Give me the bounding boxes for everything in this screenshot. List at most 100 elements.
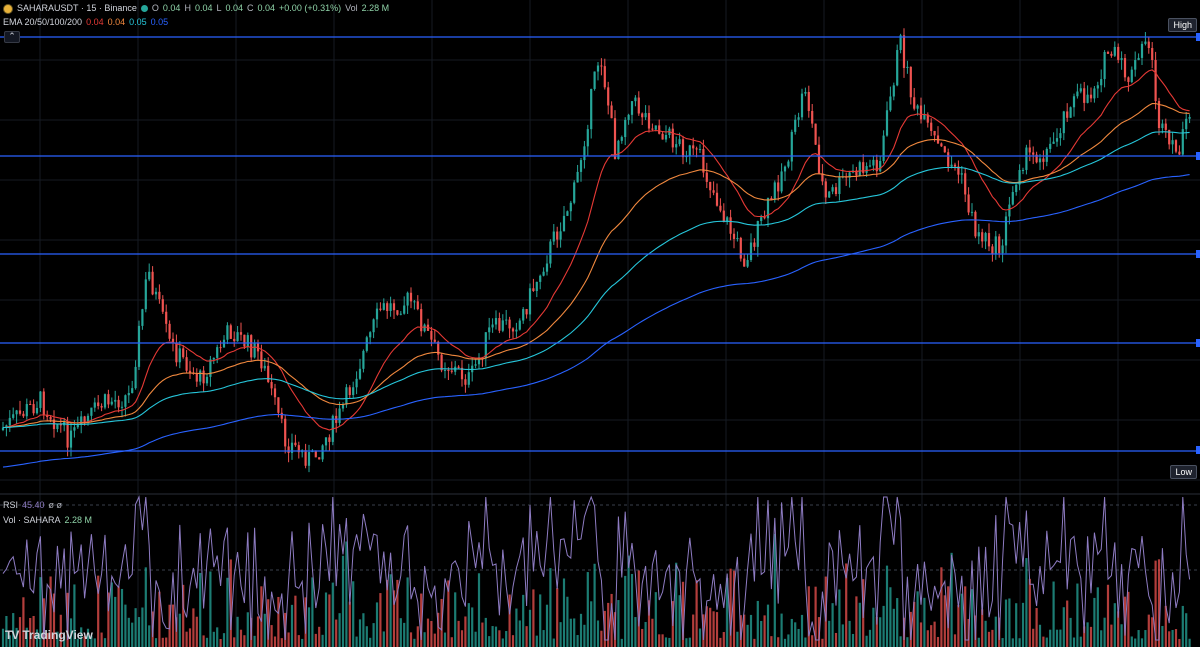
volume-bar [270,625,273,647]
candle-body [399,313,402,315]
candle-body [566,211,569,216]
volume-bar [709,607,712,647]
volume-bar [423,632,426,647]
volume-bar [889,587,892,647]
volume-bar [25,627,28,647]
candle-body [93,402,96,408]
volume-bar [297,635,300,647]
ema200-line [2,174,1190,468]
volume-bar [1011,638,1014,647]
volume-bar [103,638,107,647]
candle-body [447,369,450,371]
candle-body [749,242,753,261]
candle-body [29,404,32,406]
candle-body [35,407,39,414]
candle-body [511,328,515,332]
candle-body [1062,111,1065,134]
volume-bar [664,637,668,647]
volume-bar [841,624,844,647]
volume-bar [1181,605,1184,647]
volume-bar [970,589,974,647]
volume-bar [882,605,885,647]
volume-bar [817,617,821,647]
candle-body [753,242,756,247]
volume-bar [651,618,654,647]
candle-body [83,416,86,423]
candle-body [664,135,668,140]
candle-body [508,319,511,329]
volume-bar [875,616,878,647]
volume-bar [906,637,909,647]
candle-body [100,406,103,408]
volume-bar [603,610,606,647]
candle-body [1134,60,1137,70]
candle-body [930,122,933,131]
candle-body [18,410,22,414]
candle-body [943,146,946,153]
volume-bar [1154,560,1157,647]
volume-bar [647,600,651,647]
volume-bar [491,626,494,647]
candle-body [726,217,729,223]
volume-bar [1178,638,1181,647]
candle-body [1018,170,1021,185]
candle-body [641,113,644,118]
level-handle[interactable] [1196,339,1200,347]
volume-bar [1151,617,1154,647]
level-handle[interactable] [1196,33,1200,41]
volume-bar [800,614,804,647]
rsi-line [2,495,1191,641]
candle-body [590,88,593,130]
level-handle[interactable] [1196,446,1200,454]
volume-bar [1086,622,1089,647]
volume-bar [256,616,260,647]
level-handle[interactable] [1196,152,1200,160]
volume-bar [396,579,399,647]
candle-body [1161,123,1164,129]
volume-bar [773,533,776,647]
symbol-title[interactable]: SAHARAUSDT · 15 · Binance [17,3,137,13]
candle-body [76,424,79,428]
volume-bar [110,582,113,647]
volume-bar [1188,638,1191,647]
volume-bar [488,636,491,647]
volume-bar [838,589,841,647]
collapse-legend-button[interactable]: ⌃ [4,31,20,43]
market-open-icon [140,5,148,12]
candle-body [1113,46,1116,56]
volume-bar [637,570,640,647]
level-handle[interactable] [1196,250,1200,258]
candle-body [1038,158,1042,163]
volume-title: Vol · SAHARA [3,515,61,525]
volume-legend[interactable]: Vol · SAHARA 2.28 M [3,515,92,526]
volume-bar [936,636,940,647]
volume-bar [443,632,447,647]
rsi-legend[interactable]: RSI 45.40 ø ø [3,500,62,511]
candle-body [137,325,141,367]
ema-legend[interactable]: EMA 20/50/100/200 0.04 0.04 0.05 0.05 [3,17,168,28]
volume-bar [406,577,409,647]
volume-bar [120,588,124,647]
volume-bar [525,626,528,647]
candle-body [358,368,362,379]
volume-bar [583,624,586,647]
volume-bar [294,595,297,647]
volume-bar [1066,600,1069,647]
volume-bar [590,601,593,647]
candle-body [406,292,409,306]
volume-bar [321,634,324,647]
candle-body [5,425,8,428]
volume-bar [477,573,481,647]
candle-body [362,350,365,369]
ema100-line [3,131,1190,429]
candle-body [539,275,542,282]
volume-bar [556,588,559,647]
candle-body [120,406,124,408]
volume-bar [569,618,572,647]
volume-bar [943,595,946,647]
volume-bar [22,597,25,647]
candle-body [824,181,827,198]
tradingview-logo[interactable]: TV TradingView [5,628,93,642]
candle-body [1,427,5,430]
